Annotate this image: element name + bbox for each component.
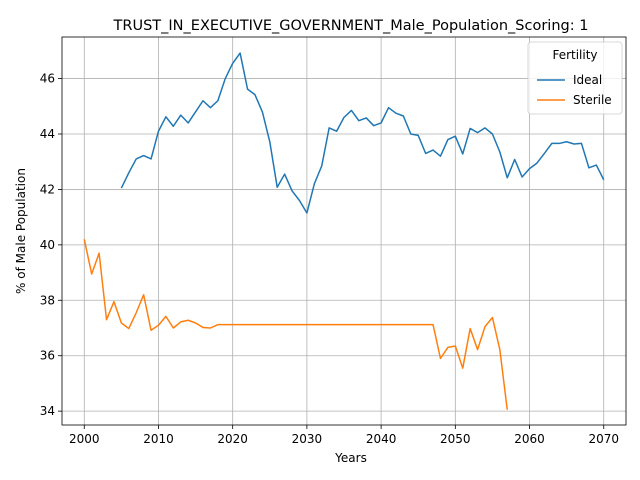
series-line-sterile	[83, 239, 509, 410]
y-tick-label: 42	[40, 182, 55, 196]
x-tick-label: 2000	[69, 432, 100, 446]
y-tick-label: 38	[40, 293, 55, 307]
series-line-ideal	[120, 52, 605, 214]
legend-label-ideal: Ideal	[573, 73, 602, 87]
legend-box	[527, 41, 623, 115]
x-tick-label: 2060	[514, 432, 545, 446]
x-axis-ticks: 2000 2010 2020 2030 2040 2050 2060 2070	[69, 425, 619, 446]
x-tick-label: 2070	[588, 432, 619, 446]
plot-frame	[61, 36, 627, 426]
y-tick-label: 46	[40, 72, 55, 86]
grid-lines	[62, 37, 626, 425]
x-tick-label: 2050	[440, 432, 471, 446]
y-tick-label: 34	[40, 404, 55, 418]
y-tick-label: 36	[40, 349, 55, 363]
x-tick-label: 2010	[143, 432, 174, 446]
y-tick-label: 40	[40, 238, 55, 252]
x-tick-label: 2020	[217, 432, 248, 446]
legend-label-sterile: Sterile	[573, 93, 612, 107]
legend-title: Fertility	[552, 48, 597, 62]
y-axis-ticks: 34 36 38 40 42 44 46	[40, 72, 62, 418]
chart-title: TRUST_IN_EXECUTIVE_GOVERNMENT_Male_Popul…	[113, 18, 589, 34]
x-tick-label: 2040	[366, 432, 397, 446]
x-tick-label: 2030	[292, 432, 323, 446]
x-axis-label: Years	[334, 451, 367, 465]
y-tick-label: 44	[40, 127, 55, 141]
legend: Fertility Ideal Sterile	[527, 41, 623, 115]
series-lines	[83, 52, 605, 410]
y-axis-label: % of Male Population	[14, 168, 28, 294]
